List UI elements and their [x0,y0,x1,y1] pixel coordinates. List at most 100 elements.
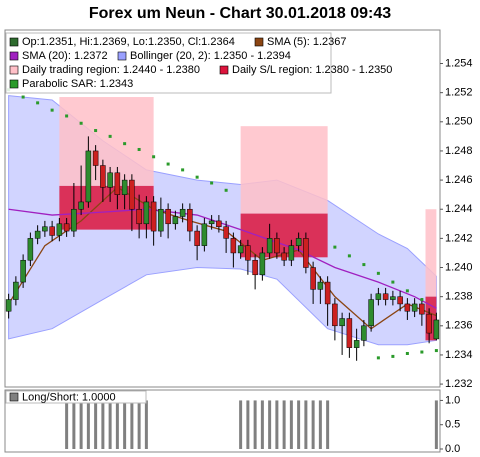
candle-body [71,208,77,232]
sar-dot [405,351,409,355]
candle-body [266,238,273,254]
sar-dot [347,254,351,258]
sar-dot [137,147,141,151]
candle-body [34,230,41,239]
candle-body [433,319,440,340]
panel-y-tick-label: 0.5 [445,419,460,431]
legend-swatch [254,37,264,47]
candle-body [208,220,215,225]
panel-y-tick-label: 1.0 [445,394,460,406]
long-short-bar [289,400,293,449]
candle-body [339,318,345,327]
candle-body [5,299,12,312]
line [8,208,437,309]
sar-dot [181,168,185,172]
long-short-bar [260,400,264,449]
long-short-bar [65,400,69,449]
candle-body [107,172,113,188]
candle-body [150,201,157,232]
y-tick-label: 1.250 [445,116,473,128]
candle-body [281,252,287,261]
candle-body [194,230,200,246]
candle-body [324,281,331,305]
y-tick-label: 1.236 [445,320,473,332]
long-short-bar [434,400,438,449]
sar-dot [94,129,98,133]
region [425,209,437,297]
sar-dot [210,181,214,185]
candle-body [27,238,34,261]
long-short-bar [94,400,98,449]
long-short-bar [311,400,315,449]
sar-dot [36,101,40,105]
legend-swatch [9,392,19,402]
candle-body [172,216,179,225]
candle-body [382,293,389,300]
candle-body [390,296,396,300]
long-short-bar [144,400,148,449]
candle-body [13,281,19,300]
sar-dot [123,142,127,146]
candle-body [426,313,432,334]
candle-body [78,201,84,210]
sar-dot [224,188,228,192]
candle-body [368,299,374,327]
candle-body [49,226,55,236]
candle-body [295,238,302,246]
legend-label: Daily trading region: 1.2440 - 1.2380 [22,64,200,76]
y-tick-label: 1.238 [445,291,473,303]
legend-label: Bollinger (20, 2): 1.2350 - 1.2394 [130,50,291,62]
sar-dot [166,162,170,166]
candle-body [158,208,164,232]
candle-body [20,259,26,283]
candle-body [404,303,411,312]
y-tick-label: 1.242 [445,232,473,244]
sar-dot [420,350,424,354]
sar-dot [391,354,395,358]
y-tick-label: 1.254 [445,57,473,69]
candle-body [303,238,309,268]
sar-dot [50,108,54,112]
legend-swatch [117,51,127,61]
candle-body [143,201,150,225]
legend-label: Op:1.2351, Hi:1.2369, Lo:1.2350, Cl:1.23… [22,36,235,48]
legend-swatch [9,51,19,61]
sar-dot [108,134,112,138]
candle-body [245,245,251,261]
candle-body [274,238,280,254]
long-short-bar [268,400,272,449]
legend-swatch [219,65,229,75]
sar-dot [333,245,337,249]
sar-dot [195,175,199,179]
candle-body [42,226,48,232]
sar-dot [362,263,366,267]
long-short-bar [137,400,141,449]
candle-body [346,318,353,348]
legend-swatch [9,65,19,75]
candle-body [332,303,338,327]
candle-body [129,179,135,210]
candle-body [310,267,316,290]
legend-swatch [9,37,19,47]
y-tick-label: 1.234 [445,349,473,361]
y-tick-label: 1.244 [445,203,473,215]
candle-body [179,208,186,217]
legend-swatch [9,79,19,89]
y-tick-label: 1.232 [445,378,473,390]
long-short-bar [72,400,76,449]
long-short-bar [86,400,90,449]
chart-title: Forex um Neun - Chart 30.01.2018 09:43 [89,5,391,22]
candle-body [85,150,92,203]
candle-body [216,220,222,227]
candle-body [252,259,258,276]
candle-body [100,165,106,188]
legend-label: SMA (5): 1.2367 [267,36,347,48]
region [240,126,328,214]
candle-body [361,325,367,341]
legend-label: Daily S/L region: 1.2380 - 1.2350 [232,64,392,76]
long-short-bar [275,400,279,449]
sar-dot [391,280,395,284]
long-short-bar [304,400,308,449]
candle-body [136,208,142,225]
